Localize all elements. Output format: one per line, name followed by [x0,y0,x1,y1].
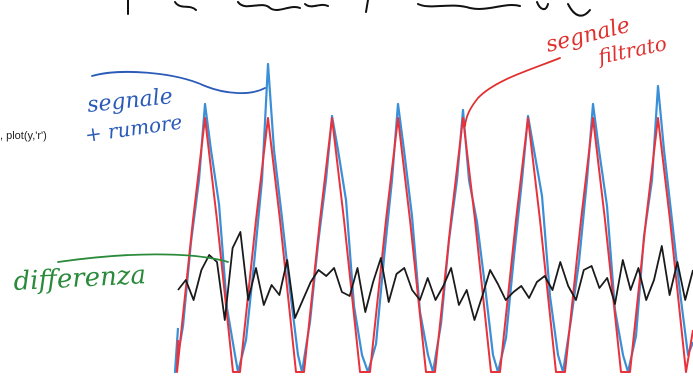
code-snippet-text: , plot(y,'r') [0,130,47,142]
green-annotation-text: differenza [13,260,147,297]
filtered-signal-line [176,117,693,373]
red-annotation: segnale filtrato [464,13,669,127]
noisy-signal-line [173,62,693,374]
green-pointer-stroke [57,253,229,263]
difference-line [177,231,693,321]
green-annotation: differenza [13,253,229,297]
blue-pointer-stroke [91,71,266,94]
blue-annotation: segnale + rumore [83,71,266,147]
top-scribble [127,0,591,17]
red-pointer-stroke [464,57,561,127]
